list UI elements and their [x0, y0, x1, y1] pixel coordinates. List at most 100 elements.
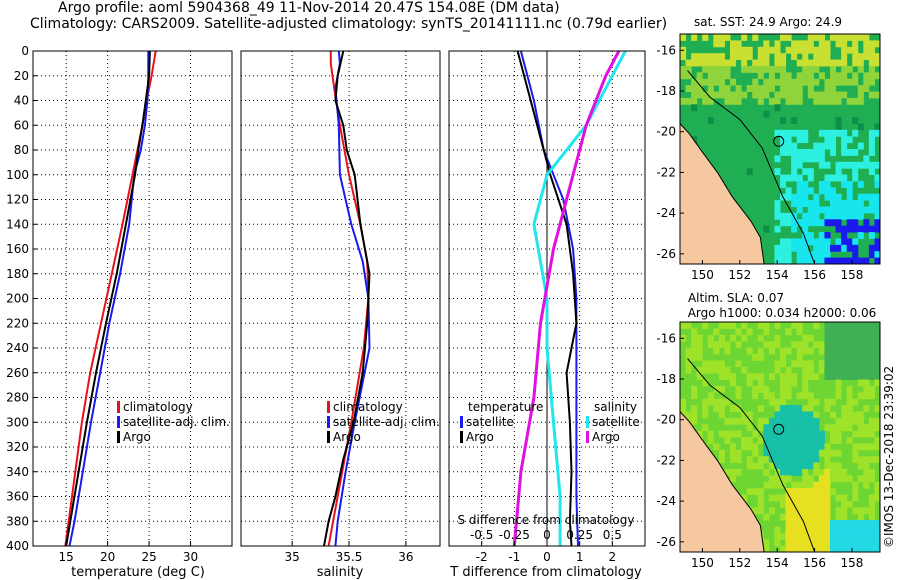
map-cell [813, 322, 820, 329]
map-cell [852, 53, 859, 61]
map-cell [680, 53, 687, 61]
map-cell [791, 456, 798, 464]
map-cell [807, 462, 814, 470]
map-cell [763, 40, 770, 48]
map-cell [863, 85, 870, 92]
map-cell [796, 526, 803, 534]
map-cell [824, 507, 831, 515]
map-cell [802, 193, 809, 201]
map-cell [857, 257, 864, 265]
map-cell [830, 129, 837, 137]
map-cell [807, 417, 814, 425]
map-cell [841, 366, 848, 374]
map-cell [841, 212, 848, 220]
map-cell [830, 78, 837, 86]
map-cell [785, 475, 792, 483]
map-cell [813, 500, 820, 508]
map-cell [802, 379, 809, 387]
map-cell [863, 347, 870, 355]
map-cell [763, 46, 770, 54]
map-cell [785, 34, 792, 41]
map-cell [796, 417, 803, 425]
map-cell [780, 449, 787, 457]
map-cell [796, 219, 803, 227]
map-cell [796, 411, 803, 419]
y-tick-label: -22 [656, 453, 676, 467]
map-cell [763, 328, 770, 336]
map-cell [774, 91, 781, 99]
map-cell [841, 78, 848, 86]
map-cell [818, 500, 825, 508]
map-cell [824, 328, 831, 336]
map-cell [857, 526, 864, 534]
map-cell [685, 72, 692, 80]
y-tick-label: 360 [6, 490, 29, 504]
map-cell [824, 532, 831, 540]
map-cell [846, 520, 853, 527]
map-cell [718, 59, 725, 67]
s-tick-label: -0.25 [499, 528, 530, 542]
y-tick-label: 220 [6, 316, 29, 330]
map-cell [830, 206, 837, 214]
map-cell [707, 398, 714, 406]
map-cell [707, 334, 714, 342]
map-cell [685, 347, 692, 355]
map-cell [785, 85, 792, 92]
map-cell [841, 65, 848, 73]
map-cell [868, 539, 875, 547]
map-cell [730, 59, 737, 67]
map-cell [846, 341, 853, 349]
map-cell [802, 40, 809, 48]
map-cell [752, 85, 759, 92]
map-cell [763, 110, 770, 118]
map-cell [702, 59, 709, 67]
map-cell [807, 59, 814, 67]
map-cell [874, 40, 881, 48]
map-cell [713, 398, 720, 406]
map-cell [857, 53, 864, 61]
map-cell [763, 385, 770, 393]
map-cell [807, 481, 814, 489]
map-cell [868, 392, 875, 400]
map-cell [807, 219, 814, 227]
map-cell [852, 488, 859, 495]
map-cell [830, 398, 837, 406]
map-cell [818, 59, 825, 67]
map-cell [868, 500, 875, 508]
map-cell [791, 430, 798, 438]
map-cell [846, 257, 853, 265]
map-cell [785, 46, 792, 54]
map-cell [813, 417, 820, 425]
map-cell [774, 206, 781, 214]
map-cell [768, 430, 775, 438]
map-cell [818, 468, 825, 476]
map-cell [868, 193, 875, 201]
map-cell [807, 411, 814, 419]
map-cell [802, 347, 809, 355]
map-cell [830, 532, 837, 540]
map-cell [824, 180, 831, 188]
map-cell [780, 59, 787, 67]
map-cell [752, 443, 759, 451]
map-cell [874, 257, 881, 265]
map-cell [780, 251, 787, 259]
map-cell [824, 405, 831, 412]
y-tick-label: -24 [656, 206, 676, 220]
map-cell [757, 462, 764, 470]
y-tick-label: -18 [656, 84, 676, 98]
map-cell [830, 411, 837, 419]
map-cell [852, 373, 859, 380]
map-cell [813, 53, 820, 61]
map-cell [868, 347, 875, 355]
map-cell [868, 360, 875, 368]
map-cell [702, 398, 709, 406]
map-cell [802, 488, 809, 495]
map-cell [696, 430, 703, 438]
map-cell [741, 443, 748, 451]
map-cell [874, 219, 881, 227]
map-cell [691, 91, 698, 99]
map-cell [774, 40, 781, 48]
map-cell [874, 53, 881, 61]
x-tick-label: 150 [691, 268, 714, 282]
map-cell [763, 430, 770, 438]
